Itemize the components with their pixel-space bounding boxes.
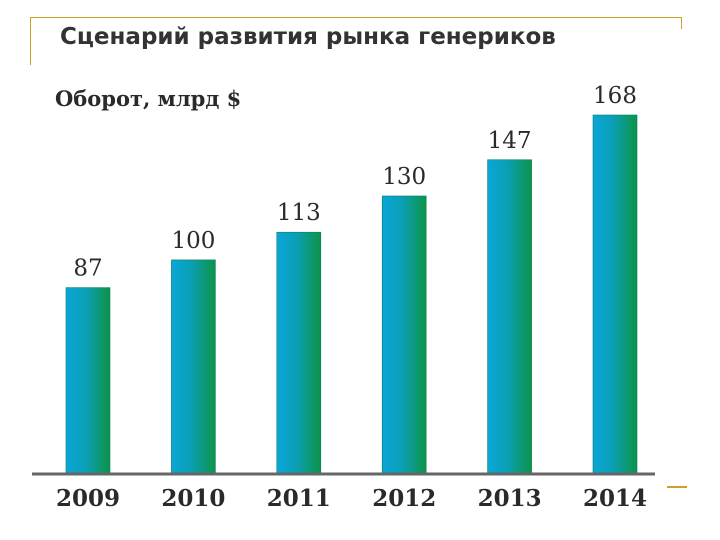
frame-right-rule [681,17,682,29]
y-axis-label: Оборот, млрд $ [55,86,242,111]
value-label-2013: 147 [488,128,532,154]
chart-title: Сценарий развития рынка генериков [60,24,556,50]
value-label-2012: 130 [382,164,426,190]
bar-2013 [487,159,532,474]
value-labels-group: 87 100 113 130 147 168 [73,83,637,282]
x-tick-labels-group: 2009 2010 2011 2012 2013 2014 [56,485,647,512]
x-tick-label-2012: 2012 [372,485,436,512]
bar-2009 [65,287,111,474]
value-label-2009: 87 [73,256,102,282]
corner-tick-rule [667,486,687,488]
bar-2014 [592,114,638,474]
bar-2011 [276,231,322,474]
x-tick-label-2011: 2011 [267,485,331,512]
bars-group [65,114,638,474]
value-label-2010: 100 [171,228,215,254]
value-label-2014: 168 [593,83,637,109]
x-tick-label-2009: 2009 [56,485,120,512]
bar-2010 [171,259,216,474]
bar-2012 [381,195,427,474]
frame-left-rule [30,17,31,65]
x-tick-label-2013: 2013 [478,485,542,512]
x-tick-label-2010: 2010 [161,485,225,512]
x-tick-label-2014: 2014 [583,485,647,512]
value-label-2011: 113 [277,200,321,226]
frame-top-rule [30,17,682,18]
